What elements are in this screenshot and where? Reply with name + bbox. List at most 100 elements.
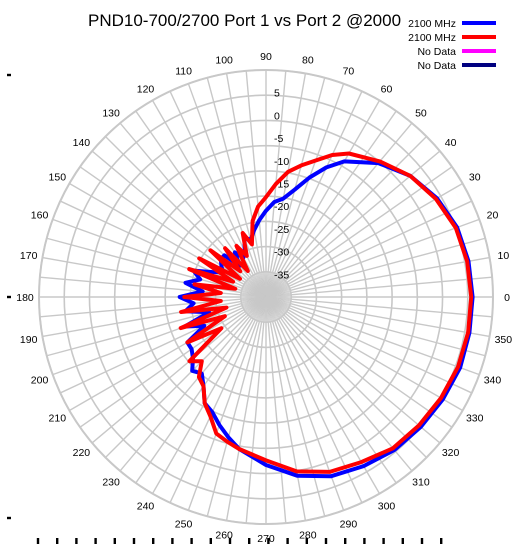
y-edge-mark <box>7 295 11 299</box>
x-edge-mark <box>344 538 347 544</box>
angle-tick-label: 310 <box>412 477 430 489</box>
x-edge-mark <box>286 538 289 544</box>
grid-spoke <box>271 321 326 517</box>
grid-spoke <box>169 90 256 275</box>
grid-spoke <box>46 237 242 292</box>
grid-spoke <box>290 256 490 294</box>
x-edge-mark <box>401 538 404 544</box>
angle-tick-label: 120 <box>137 83 155 95</box>
grid-spoke <box>59 307 244 394</box>
angle-tick-label: 170 <box>20 250 38 262</box>
grid-spoke <box>151 318 254 494</box>
grid-spoke <box>79 166 246 284</box>
grid-spoke <box>273 320 345 511</box>
angle-tick-label: 270 <box>257 533 275 545</box>
angle-tick-label: 40 <box>445 137 457 149</box>
polar-grid <box>38 69 494 525</box>
angle-tick-label: 260 <box>215 529 233 541</box>
series-line-0 <box>177 159 475 479</box>
radial-tick-label: -30 <box>274 247 289 259</box>
grid-spoke <box>289 304 480 376</box>
legend-label: 2100 MHz <box>408 32 456 44</box>
x-edge-mark <box>363 538 366 544</box>
grid-spoke <box>284 150 441 282</box>
angle-tick-label: 290 <box>340 518 358 530</box>
grid-spoke <box>69 309 245 412</box>
legend-label: No Data <box>417 60 456 72</box>
x-edge-mark <box>228 538 232 544</box>
angle-tick-label: 340 <box>484 374 502 386</box>
grid-spoke <box>39 276 241 296</box>
chart-title: PND10-700/2700 Port 1 vs Port 2 @2000 <box>88 11 401 30</box>
x-edge-mark <box>152 538 155 544</box>
grid-spoke <box>290 300 490 338</box>
angle-tick-label: 150 <box>49 172 67 184</box>
x-edge-mark <box>324 538 328 544</box>
radial-tick-label: 5 <box>274 88 280 100</box>
grid-spoke <box>46 302 242 357</box>
x-edge-mark <box>113 538 116 544</box>
grid-spoke <box>206 321 261 517</box>
radial-tick-label: -35 <box>274 269 289 281</box>
radial-tick-label: -5 <box>274 133 283 145</box>
grid-spoke <box>104 314 249 459</box>
angle-tick-label: 250 <box>175 518 193 530</box>
y-edge-mark <box>7 516 11 520</box>
grid-spoke <box>52 304 243 376</box>
grid-spoke <box>284 312 441 444</box>
grid-spoke <box>289 218 480 290</box>
x-edge-mark <box>36 538 40 544</box>
angle-tick-labels: 0102030405060708090100110120130140150160… <box>16 51 512 545</box>
grid-spoke <box>281 315 413 472</box>
grid-spoke <box>245 322 265 524</box>
angle-tick-label: 140 <box>73 137 91 149</box>
angle-tick-label: 130 <box>102 107 120 119</box>
x-edge-mark <box>94 538 97 544</box>
grid-spoke <box>135 317 253 484</box>
grid-spoke <box>225 321 263 521</box>
grid-spoke <box>288 307 473 394</box>
angle-tick-label: 240 <box>137 501 155 513</box>
x-edge-mark <box>382 538 385 544</box>
angle-tick-label: 320 <box>442 447 460 459</box>
x-edge-mark <box>267 538 270 544</box>
grid-spoke <box>271 77 326 273</box>
angle-tick-label: 90 <box>260 51 272 63</box>
grid-spoke <box>287 309 463 412</box>
x-edge-mark <box>209 538 212 544</box>
grid-spoke <box>276 90 363 275</box>
x-edge-mark <box>190 538 193 544</box>
angle-tick-label: 100 <box>215 55 233 67</box>
angle-tick-label: 50 <box>415 107 427 119</box>
legend-label: 2100 MHz <box>408 18 456 30</box>
angle-tick-label: 220 <box>73 447 91 459</box>
grid-spoke <box>290 237 486 292</box>
angle-tick-label: 20 <box>487 210 499 222</box>
radial-tick-label: 0 <box>274 110 280 122</box>
grid-spoke <box>135 110 253 277</box>
radial-tick-label: -25 <box>274 224 289 236</box>
grid-spoke <box>267 70 287 272</box>
grid-spoke <box>269 321 307 521</box>
axis-marks <box>7 73 443 544</box>
angle-tick-label: 210 <box>49 413 67 425</box>
grid-spoke-inner <box>265 296 292 299</box>
angle-tick-label: 80 <box>302 55 314 67</box>
grid-spoke <box>187 320 259 511</box>
legend-label: No Data <box>417 46 456 58</box>
angle-tick-label: 0 <box>504 292 510 304</box>
x-edge-mark <box>75 538 78 544</box>
grid-spoke <box>91 312 248 444</box>
angle-tick-label: 60 <box>381 83 393 95</box>
angle-tick-label: 30 <box>469 172 481 184</box>
grid-spoke <box>245 70 265 272</box>
angle-tick-label: 10 <box>497 250 509 262</box>
legend: 2100 MHz 2100 MHz No Data No Data <box>408 18 496 72</box>
angle-tick-label: 330 <box>466 413 484 425</box>
radial-tick-label: -10 <box>274 156 289 168</box>
angle-tick-label: 350 <box>495 334 513 346</box>
angle-tick-label: 200 <box>31 374 49 386</box>
angle-tick-label: 190 <box>20 334 38 346</box>
grid-spoke <box>281 122 413 279</box>
